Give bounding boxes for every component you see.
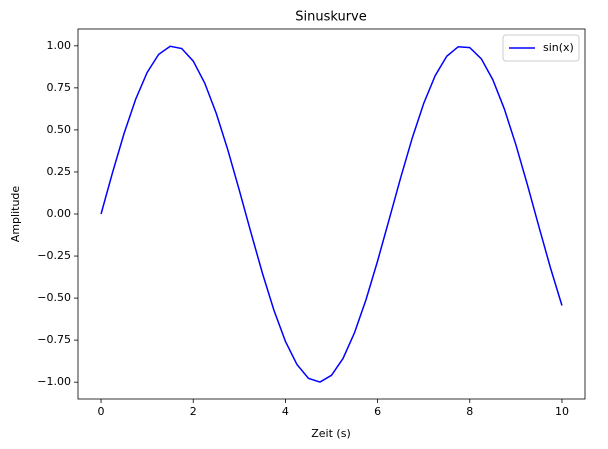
legend-box xyxy=(502,34,580,62)
y-tick-label: 0.75 xyxy=(47,81,72,94)
y-tick-label: −0.25 xyxy=(37,249,71,262)
x-tick-label: 0 xyxy=(98,405,105,418)
y-tick-label: 1.00 xyxy=(47,39,72,52)
y-tick-label: 0.25 xyxy=(47,165,72,178)
x-axis-label: Zeit (s) xyxy=(311,427,350,440)
chart-title: Sinuskurve xyxy=(295,10,367,25)
data-line xyxy=(100,45,563,383)
legend-label: sin(x) xyxy=(543,41,574,54)
y-axis-label: Amplitude xyxy=(9,186,22,243)
y-tick-label: −1.00 xyxy=(37,375,71,388)
x-tick-label: 6 xyxy=(374,405,381,418)
x-tick-label: 8 xyxy=(466,405,473,418)
plot-frame xyxy=(77,28,586,400)
x-tick-label: 10 xyxy=(555,405,569,418)
y-tick-label: 0.50 xyxy=(47,123,72,136)
y-tick-label: −0.50 xyxy=(37,291,71,304)
x-tick-label: 4 xyxy=(282,405,289,418)
y-tick-label: −0.75 xyxy=(37,333,71,346)
y-tick-label: 0.00 xyxy=(47,207,72,220)
x-tick-label: 2 xyxy=(190,405,197,418)
